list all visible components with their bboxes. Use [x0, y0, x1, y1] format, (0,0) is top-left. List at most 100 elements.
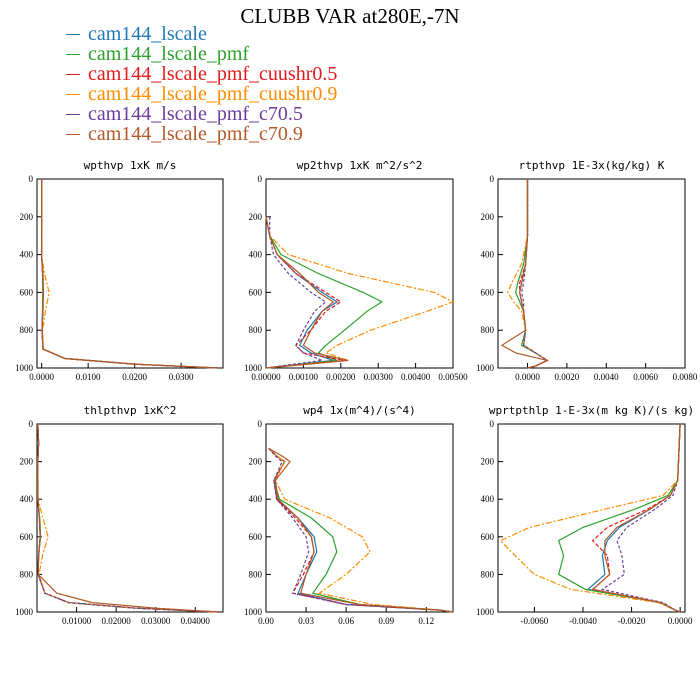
x-tick-label: 0.00 [258, 616, 274, 626]
x-tick-label: -0.0020 [618, 616, 646, 626]
y-tick-label: 600 [249, 287, 263, 297]
y-tick-label: 1000 [476, 607, 495, 617]
legend-item: cam144_lscale_pmf_c70.5 [66, 102, 337, 125]
y-tick-label: 400 [481, 494, 495, 504]
x-tick-label: 0.12 [418, 616, 434, 626]
y-tick-label: 800 [249, 325, 263, 335]
x-tick-label: -0.0060 [521, 616, 549, 626]
series-line [268, 448, 454, 613]
series-line [591, 423, 681, 613]
panel-frame [497, 423, 686, 613]
panel-frame [36, 178, 224, 369]
legend-swatch [66, 53, 80, 55]
panel-frame [265, 423, 454, 613]
y-tick-label: 800 [481, 325, 495, 335]
legend-swatch [66, 73, 80, 75]
y-tick-label: 0 [490, 174, 495, 184]
y-tick-label: 600 [20, 532, 34, 542]
panel-frame [497, 178, 686, 369]
x-tick-label: 0.0080 [673, 372, 698, 382]
x-tick-label: 0.0000 [515, 372, 540, 382]
y-tick-label: 1000 [15, 607, 34, 617]
legend-swatch [66, 33, 80, 35]
series-line [520, 179, 549, 369]
panel-title: wp2thvp 1xK m^2/s^2 [297, 159, 423, 172]
x-tick-label: 0.03 [298, 616, 314, 626]
y-tick-label: 200 [249, 457, 263, 467]
y-tick-label: 0 [29, 419, 34, 429]
x-tick-label: 0.02000 [102, 616, 132, 626]
x-tick-label: 0.0200 [122, 372, 147, 382]
panel-title: wpthvp 1xK m/s [84, 159, 177, 172]
panel-title: rtpthvp 1E-3x(kg/kg) K [519, 159, 665, 172]
series-line [268, 447, 454, 613]
legend-item: cam144_lscale_pmf [66, 43, 337, 65]
series-line [37, 423, 220, 613]
x-tick-label: 0.0060 [633, 372, 658, 382]
legend-swatch [66, 113, 80, 115]
panel-frame [36, 423, 224, 613]
series-line [600, 423, 681, 613]
legend-label: cam144_lscale [88, 22, 207, 45]
x-tick-label: 0.00200 [326, 372, 356, 382]
series-line [591, 423, 681, 613]
legend-item: cam144_lscale_pmf_cuushr0.9 [66, 82, 338, 105]
y-tick-label: 600 [481, 287, 495, 297]
legend-item: cam144_lscale [66, 22, 337, 45]
chart-title: CLUBB VAR at280E,-7N [240, 4, 460, 28]
x-tick-label: 0.09 [378, 616, 394, 626]
series-line [500, 179, 549, 369]
series-line [499, 423, 681, 613]
series-line [515, 179, 549, 369]
y-tick-label: 200 [249, 212, 263, 222]
y-tick-label: 400 [249, 250, 263, 260]
x-tick-label: 0.0300 [169, 372, 194, 382]
y-tick-label: 200 [481, 212, 495, 222]
series-line [268, 447, 454, 613]
series-line [37, 423, 220, 613]
y-tick-label: 200 [20, 457, 34, 467]
x-tick-label: 0.04000 [181, 616, 211, 626]
y-tick-label: 800 [481, 569, 495, 579]
panel-frame [265, 178, 454, 369]
y-tick-label: 600 [20, 287, 34, 297]
x-tick-label: 0.00400 [401, 372, 431, 382]
y-tick-label: 0 [29, 174, 34, 184]
series-line [40, 179, 219, 369]
y-tick-label: 0 [258, 174, 263, 184]
series-line [37, 423, 220, 613]
series-line [265, 216, 349, 369]
y-tick-label: 400 [20, 494, 34, 504]
series-line [40, 179, 219, 369]
series-line [40, 179, 219, 369]
x-tick-label: 0.0000 [29, 372, 54, 382]
x-tick-label: 0.0020 [555, 372, 580, 382]
series-line [268, 447, 454, 613]
series-line [268, 447, 454, 613]
series-line [40, 179, 219, 369]
series-line [37, 423, 220, 613]
y-tick-label: 400 [249, 494, 263, 504]
panel-title: thlpthvp 1xK^2 [84, 404, 177, 417]
y-tick-label: 1000 [15, 363, 34, 373]
y-tick-label: 1000 [476, 363, 495, 373]
legend-item: cam144_lscale_pmf_cuushr0.5 [66, 63, 337, 85]
y-tick-label: 200 [20, 212, 34, 222]
x-tick-label: 0.01000 [62, 616, 92, 626]
series-line [37, 423, 220, 613]
x-tick-label: 0.00300 [364, 372, 394, 382]
legend-label: cam144_lscale_pmf_cuushr0.9 [88, 82, 338, 105]
x-tick-label: 0.00500 [438, 372, 468, 382]
series-line [265, 216, 327, 369]
x-tick-label: 0.0040 [594, 372, 619, 382]
x-tick-label: 0.00100 [289, 372, 319, 382]
y-tick-label: 800 [249, 569, 263, 579]
y-tick-label: 600 [481, 532, 495, 542]
y-tick-label: 800 [20, 325, 34, 335]
y-tick-label: 800 [20, 569, 34, 579]
series-line [507, 179, 549, 369]
y-tick-label: 600 [249, 532, 263, 542]
legend-label: cam144_lscale_pmf_c70.5 [88, 102, 303, 125]
y-tick-label: 400 [481, 250, 495, 260]
y-tick-label: 0 [258, 419, 263, 429]
